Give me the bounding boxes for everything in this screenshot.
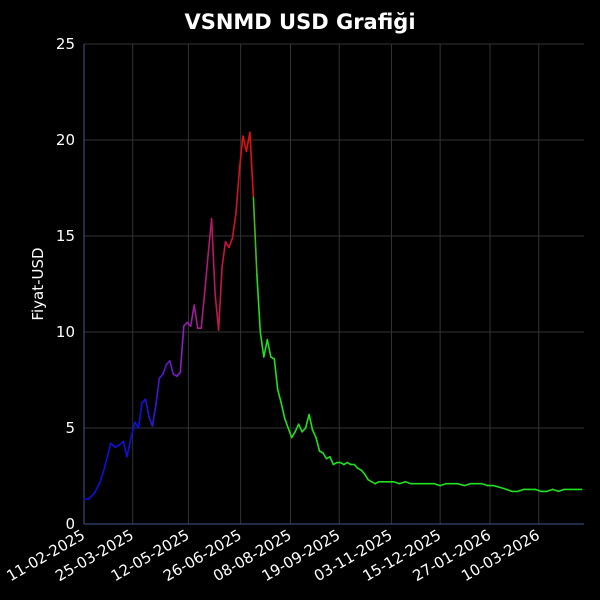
series-segment: [207, 217, 213, 256]
series-segment: [481, 482, 489, 487]
series-segment: [104, 442, 112, 468]
series-segment: [353, 463, 359, 470]
series-segment: [158, 373, 164, 379]
series-segment: [200, 292, 206, 330]
series-segment: [398, 480, 407, 485]
series-segment: [280, 402, 286, 420]
series-segment: [217, 265, 223, 331]
series-segment: [311, 429, 317, 439]
y-tick-label: 25: [56, 35, 75, 53]
series-segment: [363, 473, 370, 481]
series-segment: [189, 304, 195, 328]
x-tick-labels: 11-02-202525-03-202512-05-202526-06-2025…: [3, 526, 542, 585]
series-segment: [439, 482, 447, 487]
series-segment: [322, 452, 328, 460]
series-segment: [238, 135, 244, 170]
series-segment: [252, 196, 258, 276]
series-segment: [276, 388, 283, 404]
series-segment: [179, 325, 185, 374]
series-segment: [404, 480, 412, 485]
series-segment: [109, 442, 117, 449]
series-segment: [144, 398, 150, 418]
series-segment: [534, 488, 542, 493]
chart-title: VSNMD USD Grafiği: [184, 10, 415, 34]
series-segment: [235, 168, 241, 214]
series-segment: [297, 423, 303, 433]
series-segment: [162, 363, 168, 376]
series-segment: [551, 488, 560, 493]
series-segment: [249, 131, 255, 199]
series-segment: [87, 492, 96, 500]
price-series: [83, 131, 583, 500]
series-segment: [99, 465, 106, 483]
y-tick-label: 15: [56, 227, 75, 245]
series-segment: [308, 413, 314, 431]
series-segment: [228, 237, 234, 249]
series-segment: [505, 488, 513, 493]
series-segment: [242, 135, 248, 153]
y-tick-label: 20: [56, 131, 75, 149]
series-segment: [546, 488, 554, 493]
series-segment: [301, 427, 307, 433]
series-segment: [557, 488, 566, 493]
series-segment: [155, 377, 161, 406]
series-segment: [499, 486, 508, 491]
series-segment: [137, 402, 143, 429]
series-segment: [231, 212, 237, 239]
series-segment: [256, 273, 262, 333]
series-segment: [224, 241, 230, 249]
series-segment: [283, 417, 290, 429]
series-segment: [262, 338, 269, 358]
series-segment: [93, 480, 101, 495]
series-segment: [126, 434, 133, 458]
series-segment: [360, 469, 366, 475]
y-tick-label: 0: [65, 515, 75, 533]
y-tick-label: 10: [56, 323, 75, 341]
series-segment: [183, 321, 188, 328]
series-segment: [210, 217, 216, 295]
series-segment: [492, 484, 502, 489]
series-segment: [304, 413, 310, 429]
series-segment: [329, 455, 335, 466]
series-segment: [221, 241, 227, 268]
series-segment: [151, 404, 157, 427]
series-segment: [176, 371, 182, 378]
series-segment: [287, 427, 293, 439]
series-segment: [294, 423, 300, 433]
series-segment: [148, 415, 154, 427]
series-segment: [118, 440, 125, 447]
series-segment: [463, 482, 472, 487]
series-segment: [517, 488, 525, 493]
y-tick-labels: 0 5 10 15 20 25: [56, 35, 75, 533]
series-segment: [214, 292, 220, 331]
series-segment: [392, 480, 401, 485]
series-segment: [433, 482, 441, 487]
series-segment: [259, 331, 265, 358]
series-segment: [273, 358, 279, 391]
y-axis-label: Fiyat-USD: [29, 247, 47, 320]
y-tick-label: 5: [65, 419, 75, 437]
series-segment: [315, 436, 321, 452]
series-segment: [130, 421, 136, 437]
series-segment: [456, 482, 466, 487]
series-segment: [266, 338, 272, 358]
series-segment: [122, 440, 128, 458]
series-segment: [203, 254, 209, 295]
series-segment: [169, 359, 175, 376]
series-segment: [290, 430, 296, 439]
grid-lines: [83, 43, 584, 525]
series-segment: [193, 304, 199, 330]
